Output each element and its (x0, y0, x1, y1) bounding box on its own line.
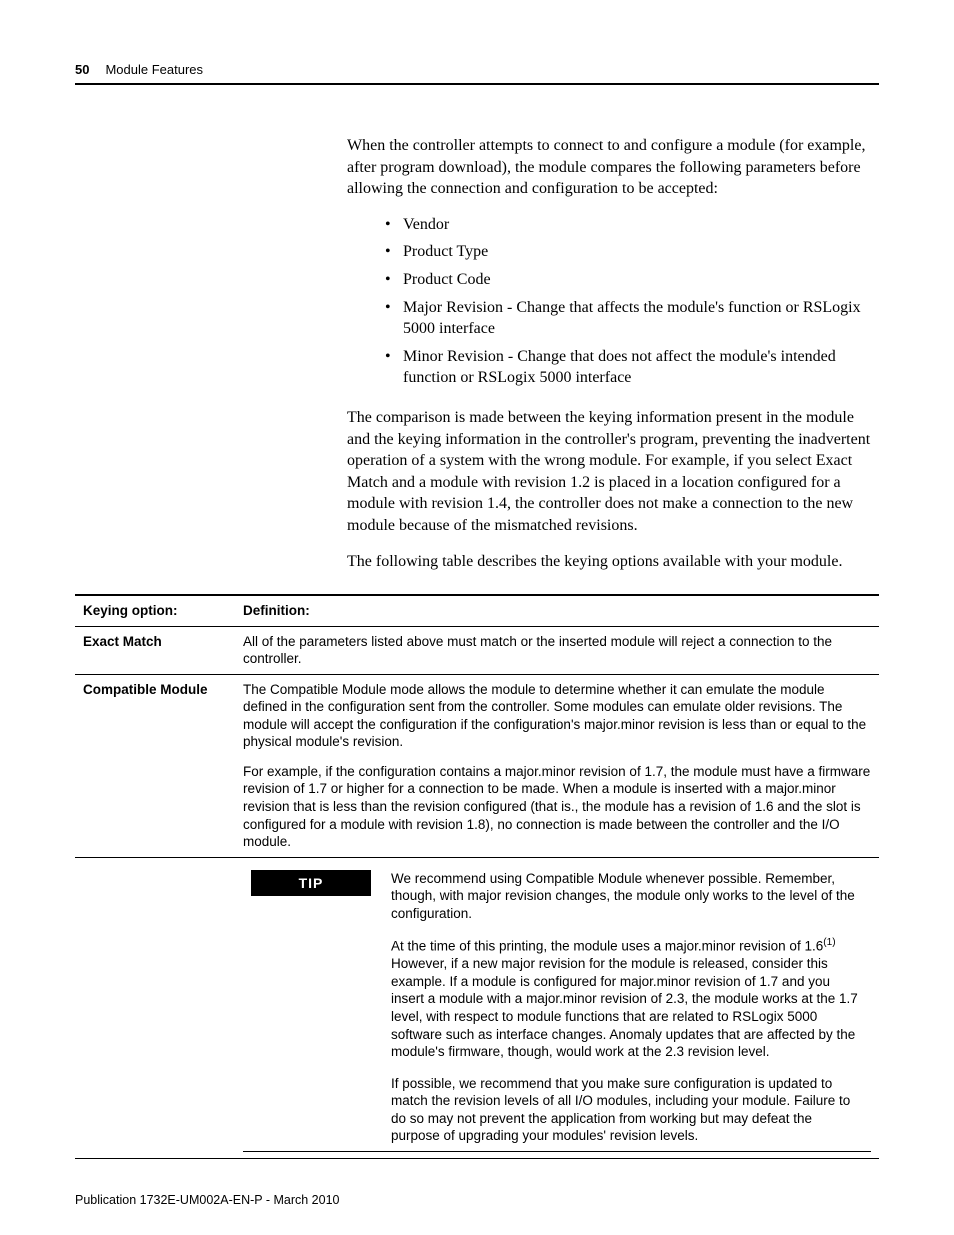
table-header-row: Keying option: Definition: (75, 595, 879, 626)
running-header: 50 Module Features (75, 62, 879, 77)
keying-option-label: Compatible Module (75, 674, 235, 857)
tip-inner-table: TIP We recommend using Compatible Module… (243, 864, 871, 1152)
table-intro-paragraph: The following table describes the keying… (347, 551, 879, 573)
tip-paragraph: We recommend using Compatible Module whe… (391, 870, 863, 923)
keying-options-table: Keying option: Definition: Exact Match A… (75, 594, 879, 1159)
tip-badge: TIP (251, 870, 371, 896)
tip-paragraph: If possible, we recommend that you make … (391, 1075, 863, 1145)
tip-row: TIP We recommend using Compatible Module… (75, 857, 879, 1158)
list-item: Product Code (385, 269, 879, 291)
page: 50 Module Features When the controller a… (0, 0, 954, 1235)
publication-footer: Publication 1732E-UM002A-EN-P - March 20… (75, 1193, 339, 1207)
list-item: Vendor (385, 214, 879, 236)
comparison-paragraph: The comparison is made between the keyin… (347, 407, 879, 537)
list-item: Minor Revision - Change that does not af… (385, 346, 879, 389)
tip-spacer-cell (75, 857, 235, 1158)
footnote-ref: (1) (823, 937, 835, 948)
keying-option-label: Exact Match (75, 626, 235, 674)
table-row: Compatible Module The Compatible Module … (75, 674, 879, 857)
section-title: Module Features (105, 62, 203, 77)
list-item: Major Revision - Change that affects the… (385, 297, 879, 340)
parameter-list: Vendor Product Type Product Code Major R… (347, 214, 879, 389)
body-column: When the controller attempts to connect … (347, 135, 879, 572)
tip-inner-row: TIP We recommend using Compatible Module… (243, 864, 871, 1152)
definition-paragraph: The Compatible Module mode allows the mo… (243, 681, 871, 751)
table-row: Exact Match All of the parameters listed… (75, 626, 879, 674)
keying-option-definition: The Compatible Module mode allows the mo… (235, 674, 879, 857)
tip-text-lead: At the time of this printing, the module… (391, 939, 823, 954)
header-rule (75, 83, 879, 85)
list-item: Product Type (385, 241, 879, 263)
page-number: 50 (75, 62, 89, 77)
column-header-keying: Keying option: (75, 595, 235, 626)
tip-paragraph: At the time of this printing, the module… (391, 936, 863, 1060)
keying-option-definition: All of the parameters listed above must … (235, 626, 879, 674)
intro-paragraph: When the controller attempts to connect … (347, 135, 879, 200)
definition-paragraph: For example, if the configuration contai… (243, 763, 871, 851)
tip-text-cell: We recommend using Compatible Module whe… (383, 864, 871, 1152)
tip-text-tail: However, if a new major revision for the… (391, 956, 858, 1059)
tip-cell: TIP We recommend using Compatible Module… (235, 857, 879, 1158)
tip-badge-cell: TIP (243, 864, 383, 1152)
column-header-definition: Definition: (235, 595, 879, 626)
